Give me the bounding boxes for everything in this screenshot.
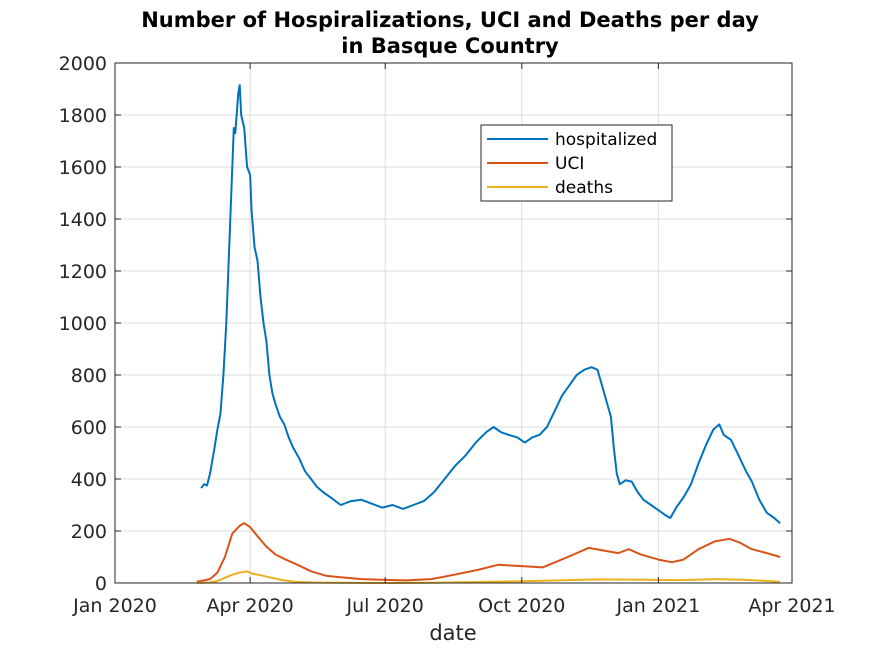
legend-label-UCI: UCI [555,154,584,174]
y-tick-label: 0 [95,573,107,595]
x-tick-labels: Jan 2020 Apr 2020 Jul 2020 Oct 2020 Jan 2021… [72,595,835,617]
chart-title-line-1: Number of Hospiralizations, UCI and Deat… [141,8,759,32]
x-tick-label: Jan 2020 [72,595,157,617]
y-tick-label: 1000 [59,313,107,335]
legend: hospitalized UCI deaths [480,124,673,202]
legend-label-hospitalized: hospitalized [555,130,657,150]
y-tick-label: 2000 [59,53,107,75]
y-tick-label: 1600 [59,157,107,179]
series-line-hospitalized [200,84,781,524]
y-tick-label: 1400 [59,209,107,231]
y-tick-label: 1200 [59,261,107,283]
y-tick-label: 800 [71,365,107,387]
x-tick-label: Jul 2020 [346,595,424,617]
y-tick-label: 200 [71,521,107,543]
y-tick-label: 600 [71,417,107,439]
x-axis-label: date [429,621,476,645]
x-tick-label: Jan 2021 [616,595,701,617]
series-line-UCI [196,522,781,583]
axis-ticks [114,62,793,584]
x-tick-label: Oct 2020 [478,595,565,617]
chart-title-line-2: in Basque Country [341,34,559,58]
y-tick-label: 1800 [59,105,107,127]
x-tick-label: Apr 2020 [206,595,293,617]
y-tick-label: 400 [71,469,107,491]
y-tick-labels: 0 200 400 600 800 1000 1200 1400 1600 1800 2000 [59,53,107,595]
x-tick-label: Apr 2021 [748,595,835,617]
legend-label-deaths: deaths [555,178,613,198]
